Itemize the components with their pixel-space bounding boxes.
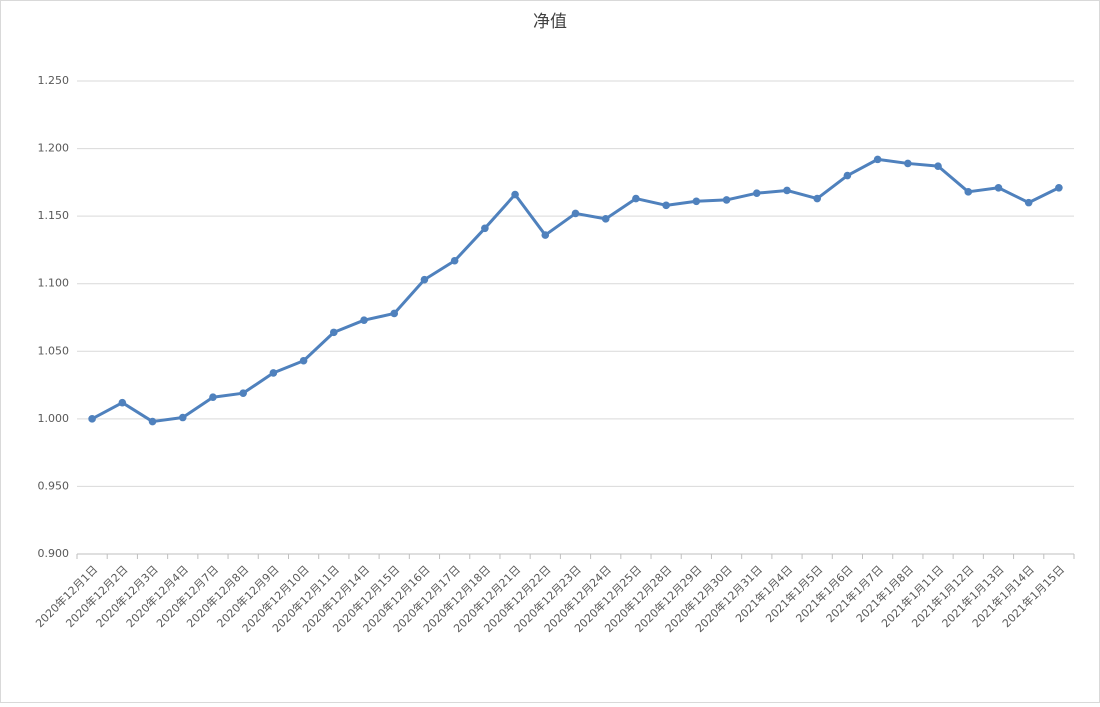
point [904, 159, 912, 168]
point [360, 316, 368, 325]
point [420, 275, 429, 284]
y-tick-label: 0.950 [38, 479, 70, 492]
point [88, 415, 96, 423]
point [752, 189, 761, 197]
point [209, 393, 217, 402]
y-tick-label: 1.050 [38, 344, 70, 357]
point [390, 309, 399, 318]
point [148, 417, 157, 426]
point [541, 231, 550, 239]
point [1055, 183, 1063, 192]
y-tick-label: 1.200 [38, 142, 70, 155]
y-tick-label: 1.100 [38, 277, 70, 290]
point [722, 196, 731, 204]
point [632, 194, 640, 203]
point [269, 369, 278, 377]
point [813, 194, 821, 203]
point [934, 162, 942, 170]
point [571, 209, 580, 218]
point [964, 188, 973, 196]
point [601, 215, 610, 223]
point [481, 224, 489, 233]
chart-title: 净值 [533, 12, 567, 32]
point [450, 256, 459, 265]
point [873, 155, 882, 164]
y-tick-label: 1.150 [38, 209, 70, 222]
point [662, 201, 670, 210]
point [994, 183, 1003, 192]
point [692, 197, 701, 206]
point [330, 328, 338, 337]
point [1024, 198, 1033, 207]
point [511, 190, 519, 199]
point [783, 186, 791, 195]
point [178, 413, 187, 422]
point [299, 356, 308, 365]
point [843, 171, 852, 180]
point [239, 389, 247, 397]
y-tick-label: 1.250 [38, 74, 70, 87]
y-tick-label: 0.900 [38, 547, 70, 560]
y-tick-label: 1.000 [38, 412, 70, 425]
point [118, 398, 127, 407]
